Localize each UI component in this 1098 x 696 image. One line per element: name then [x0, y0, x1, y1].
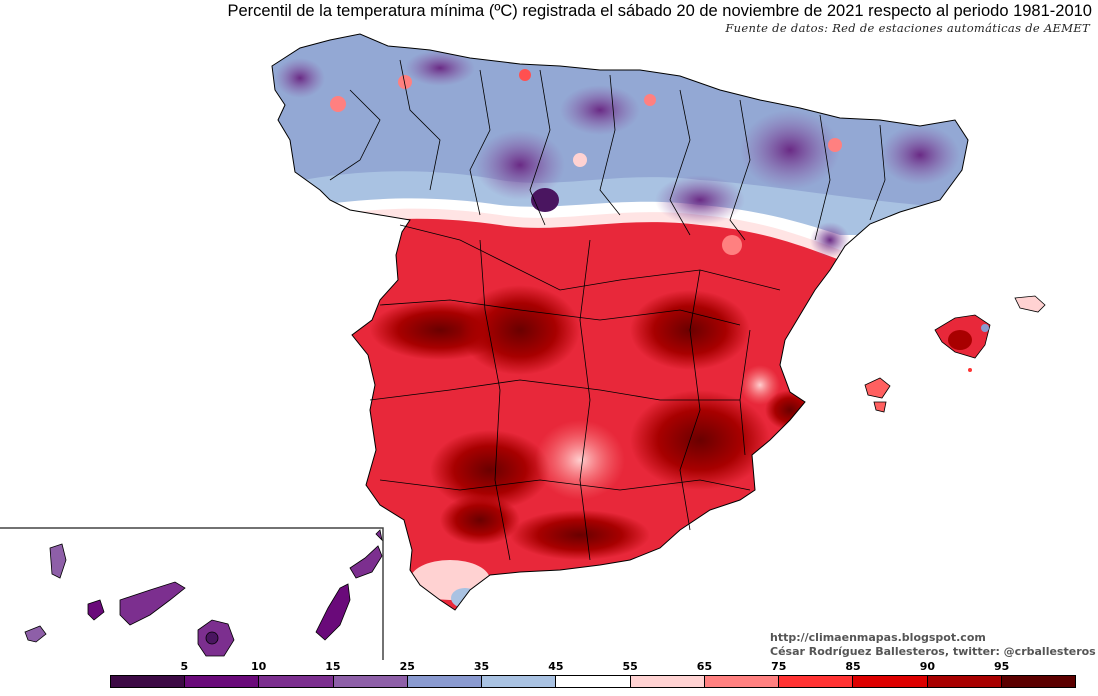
legend-swatch — [556, 676, 631, 687]
credit-url: http://climaenmapas.blogspot.com — [770, 631, 986, 644]
legend-swatch — [704, 676, 780, 687]
legend-swatch — [259, 676, 334, 687]
legend-swatch — [333, 676, 408, 687]
legend-label: 5 — [180, 660, 189, 673]
legend-swatch — [185, 676, 260, 687]
credit-author: César Rodríguez Ballesteros, twitter: @c… — [770, 645, 1096, 658]
data-source: Fuente de datos: Red de estaciones autom… — [725, 21, 1090, 35]
legend-swatch — [853, 676, 928, 687]
legend-label: 95 — [994, 660, 1010, 673]
legend-label: 15 — [325, 660, 341, 673]
peninsula-coastline — [271, 33, 969, 611]
canary-islands — [24, 529, 383, 657]
legend-swatch — [779, 676, 854, 687]
legend-swatch — [1001, 676, 1076, 687]
legend-labels: 5 10 15 25 35 45 55 65 75 85 90 95 — [110, 660, 1076, 674]
legend-label: 55 — [622, 660, 638, 673]
legend-label: 10 — [250, 660, 267, 673]
legend-label: 45 — [548, 660, 564, 673]
legend-swatch — [111, 676, 186, 687]
legend-swatch — [482, 676, 557, 687]
legend-label: 65 — [696, 660, 713, 673]
legend-swatch — [407, 676, 483, 687]
legend-color-bar — [110, 675, 1076, 688]
legend-label: 75 — [771, 660, 787, 673]
legend-label: 35 — [473, 660, 490, 673]
peninsula-fill — [272, 34, 968, 610]
canary-inset-frame — [0, 527, 384, 660]
legend-label: 90 — [919, 660, 936, 673]
legend-label: 25 — [399, 660, 415, 673]
legend-swatch — [630, 676, 705, 687]
province-borders — [329, 59, 886, 561]
legend-swatch — [927, 676, 1002, 687]
legend-label: 85 — [845, 660, 861, 673]
balearic-islands — [864, 295, 1046, 413]
map-title: Percentil de la temperatura mínima (ºC) … — [227, 2, 1092, 20]
